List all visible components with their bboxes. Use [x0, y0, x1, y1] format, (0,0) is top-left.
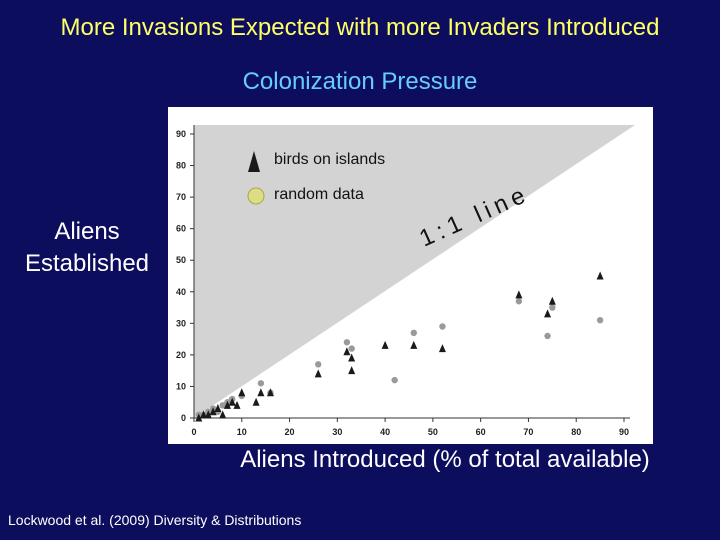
legend: birds on islands random data: [247, 151, 385, 205]
bird-data-point: [410, 340, 418, 349]
bird-data-point: [238, 388, 246, 397]
bird-data-point: [314, 369, 322, 378]
random-data-point: [515, 298, 523, 305]
slide-subtitle: Colonization Pressure: [242, 68, 478, 95]
x-tick-label: 30: [332, 427, 342, 437]
bird-data-point: [343, 347, 351, 356]
random-data-point: [439, 323, 446, 330]
bird-data-point: [515, 290, 523, 299]
bird-data-point: [219, 410, 227, 419]
random-data-point: [348, 345, 355, 352]
x-tick-label: 0: [191, 427, 196, 437]
random-data-point: [596, 316, 604, 324]
slide-title: More Invasions Expected with more Invade…: [60, 14, 660, 41]
bird-data-point: [195, 413, 203, 422]
bird-data-point: [223, 400, 231, 409]
random-data-point: [549, 304, 556, 311]
x-tick-label: 60: [476, 427, 486, 437]
x-tick-label: 80: [571, 427, 581, 437]
y-axis-label-line1: Aliens: [54, 218, 120, 245]
random-data-point: [410, 329, 417, 336]
scatter-chart: 0 10 20 30 40 50 60 70 80 90 0 10 20 30 40 50 60 70 80 90 b…: [168, 107, 653, 444]
random-data-point: [219, 402, 226, 409]
legend-birds-label: birds on islands: [274, 151, 385, 168]
bird-data-point: [596, 271, 604, 280]
random-data-point: [544, 332, 551, 340]
y-tick-label: 60: [176, 224, 186, 234]
y-axis-label-line2: Established: [24, 250, 150, 277]
bird-data-point: [348, 366, 356, 375]
y-tick-label: 10: [176, 381, 186, 391]
x-tick-label: 40: [380, 427, 390, 437]
random-data-point: [257, 380, 265, 387]
legend-circle-icon: [247, 187, 265, 205]
y-tick-label: 20: [176, 350, 186, 360]
y-tick-label: 70: [176, 192, 186, 202]
x-tick-label: 90: [619, 427, 629, 437]
bird-data-point: [233, 400, 241, 409]
legend-triangle-icon: [248, 151, 260, 172]
x-axis-label: Aliens Introduced (% of total available): [240, 446, 650, 473]
x-tick-label: 70: [523, 427, 533, 437]
y-tick-label: 90: [176, 129, 186, 139]
bird-data-point: [381, 340, 389, 349]
bird-data-point: [214, 404, 222, 413]
bird-data-point: [209, 407, 217, 416]
citation: Lockwood et al. (2009) Diversity & Distr…: [8, 512, 302, 528]
x-tick-label: 50: [428, 427, 438, 437]
y-tick-label: 40: [176, 287, 186, 297]
random-data-point: [391, 376, 398, 384]
y-axis-label: Aliens Established: [8, 216, 166, 280]
bird-data-point: [438, 344, 446, 353]
one-to-one-region: [194, 125, 635, 418]
bird-data-point: [544, 309, 552, 318]
random-data-point: [343, 339, 351, 346]
bird-data-point: [228, 397, 236, 406]
chart-panel: 0 10 20 30 40 50 60 70 80 90 0 10 20 30 40 50 60 70 80 90 b…: [168, 107, 653, 449]
x-tick-label: 20: [285, 427, 295, 437]
y-tick-label: 0: [181, 413, 186, 423]
bird-data-point: [348, 353, 356, 362]
y-tick-label: 80: [176, 161, 186, 171]
data-points: [195, 271, 604, 422]
x-tick-label: 10: [237, 427, 247, 437]
axes: 0 10 20 30 40 50 60 70 80 90 0 10 20 30 40 50 60 70 80 90: [176, 125, 630, 437]
bird-data-point: [200, 410, 208, 419]
bird-data-point: [204, 410, 212, 419]
bird-data-point: [257, 388, 265, 397]
bird-data-point: [548, 296, 556, 305]
bird-data-point: [252, 397, 260, 406]
y-tick-label: 50: [176, 255, 186, 265]
y-tick-label: 30: [176, 318, 186, 328]
random-data-point: [315, 361, 322, 368]
bird-data-point: [266, 388, 274, 397]
legend-random-label: random data: [274, 186, 364, 203]
